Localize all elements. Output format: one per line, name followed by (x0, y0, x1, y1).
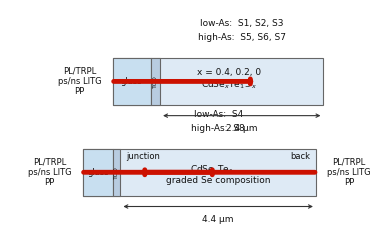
Text: TCO: TCO (153, 75, 158, 88)
Bar (83, 149, 113, 196)
Text: TCO: TCO (114, 166, 119, 179)
Text: x = 0.4, 0.2, 0: x = 0.4, 0.2, 0 (197, 68, 261, 77)
Text: PL/TRPL
ps/ns LITG
PP: PL/TRPL ps/ns LITG PP (58, 67, 102, 96)
Bar (113, 58, 323, 105)
Text: graded Se composition: graded Se composition (166, 176, 270, 185)
Text: CdSe$_x$Te$_{1-x}$: CdSe$_x$Te$_{1-x}$ (190, 163, 246, 176)
Text: glass: glass (121, 77, 143, 86)
Bar (113, 149, 120, 196)
Text: junction: junction (126, 152, 160, 161)
Text: 2.4 μm: 2.4 μm (226, 124, 258, 133)
Text: PL/TRPL
ps/ns LITG
PP: PL/TRPL ps/ns LITG PP (28, 157, 71, 187)
Text: back: back (290, 152, 310, 161)
Text: high-As:  S8: high-As: S8 (191, 124, 245, 133)
Text: low-As:  S4: low-As: S4 (194, 110, 243, 119)
Text: CdSe$_x$Te$_{1-x}$: CdSe$_x$Te$_{1-x}$ (201, 79, 257, 91)
Text: 4.4 μm: 4.4 μm (202, 215, 234, 224)
Bar (83, 149, 316, 196)
Text: PL/TRPL
ps/ns LITG
PP: PL/TRPL ps/ns LITG PP (327, 157, 371, 187)
Text: low-As:  S1, S2, S3: low-As: S1, S2, S3 (200, 19, 284, 28)
Text: high-As:  S5, S6, S7: high-As: S5, S6, S7 (198, 33, 286, 42)
Bar (151, 58, 160, 105)
Text: glass: glass (87, 168, 109, 177)
Bar (113, 58, 151, 105)
